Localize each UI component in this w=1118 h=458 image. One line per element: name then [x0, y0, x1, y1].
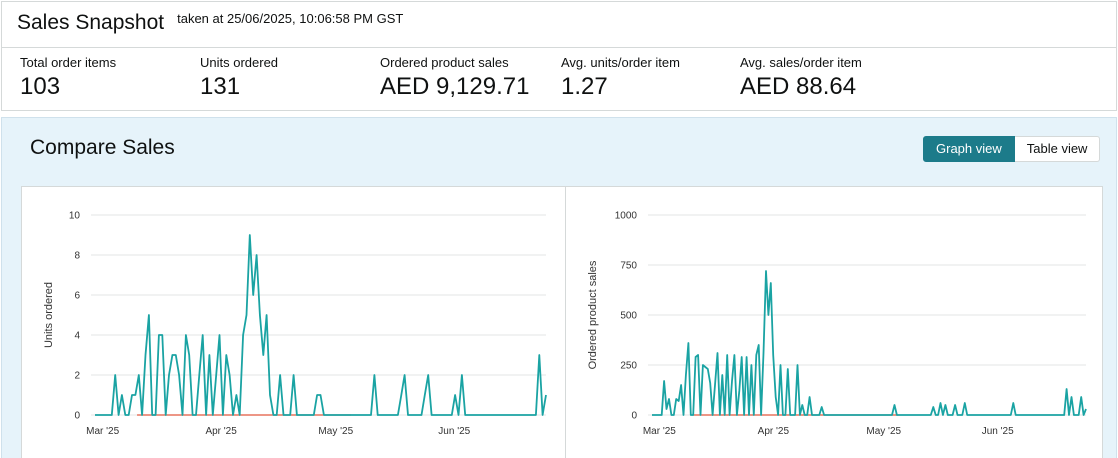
compare-sales-title: Compare Sales [30, 136, 175, 159]
x-tick-label: Jun '25 [438, 426, 470, 437]
y-tick-label: 10 [69, 211, 81, 222]
metric-label: Ordered product sales [380, 55, 509, 70]
x-tick-label: May '25 [866, 426, 901, 437]
x-tick-label: Apr '25 [758, 426, 790, 437]
y-axis-title: Ordered product sales [587, 260, 599, 369]
metric-value: AED 9,129.71 [380, 73, 530, 100]
y-tick-label: 0 [631, 411, 637, 422]
y-tick-label: 8 [74, 251, 80, 262]
series-line [652, 270, 1087, 416]
table-view-button[interactable]: Table view [1014, 136, 1101, 162]
y-axis-title: Units ordered [43, 282, 55, 348]
y-tick-label: 1000 [615, 211, 638, 222]
metric-value: AED 88.64 [740, 73, 857, 100]
y-tick-label: 0 [74, 411, 80, 422]
metric-label: Avg. units/order item [561, 55, 680, 70]
graph-view-button[interactable]: Graph view [923, 136, 1015, 162]
x-tick-label: Apr '25 [205, 426, 237, 437]
x-tick-label: Mar '25 [643, 426, 676, 437]
x-tick-label: May '25 [318, 426, 353, 437]
metric-label: Total order items [20, 55, 117, 70]
snapshot-header: Sales Snapshot taken at 25/06/2025, 10:0… [2, 2, 1116, 48]
snapshot-timestamp: taken at 25/06/2025, 10:06:58 PM GST [177, 11, 404, 26]
snapshot-title: Sales Snapshot [17, 11, 165, 34]
metric-avg-sales-per-order-item: Avg. sales/order item AED 88.64 [740, 55, 862, 101]
sales-snapshot-panel: Sales Snapshot taken at 25/06/2025, 10:0… [1, 1, 1117, 111]
metric-total-order-items: Total order items 103 [20, 55, 116, 101]
metric-value: 131 [200, 73, 241, 100]
panel-divider [565, 187, 566, 458]
compare-sales-section: Compare Sales Graph view Table view 0 2 4 6… [1, 117, 1117, 458]
ordered-product-sales-chart: 0 250 500 750 1000 Mar '25 Apr '25 May '25 Jun '… [587, 211, 1087, 437]
y-tick-label: 4 [74, 331, 80, 342]
x-tick-label: Mar '25 [86, 426, 119, 437]
y-tick-label: 750 [620, 261, 637, 272]
metric-ordered-product-sales: Ordered product sales AED 9,129.71 [380, 55, 529, 101]
series-line [95, 234, 547, 416]
y-tick-label: 2 [74, 371, 80, 382]
view-toggle: Graph view Table view [923, 136, 1101, 162]
units-ordered-chart: 0 2 4 6 8 10 Mar '25 Apr '25 May '25 Jun '25 Units… [43, 211, 547, 437]
metrics-row: Total order items 103 Units ordered 131 … [2, 48, 1116, 110]
metric-value: 1.27 [561, 73, 608, 100]
metric-value: 103 [20, 73, 61, 100]
y-tick-label: 500 [620, 311, 637, 322]
charts-container: 0 2 4 6 8 10 Mar '25 Apr '25 May '25 Jun '25 Units… [21, 186, 1103, 458]
metric-units-ordered: Units ordered 131 [200, 55, 278, 101]
x-tick-label: Jun '25 [982, 426, 1014, 437]
metric-label: Avg. sales/order item [740, 55, 862, 70]
y-tick-label: 6 [74, 291, 80, 302]
metric-avg-units-per-order-item: Avg. units/order item 1.27 [561, 55, 680, 101]
metric-label: Units ordered [200, 55, 279, 70]
y-tick-label: 250 [620, 361, 637, 372]
